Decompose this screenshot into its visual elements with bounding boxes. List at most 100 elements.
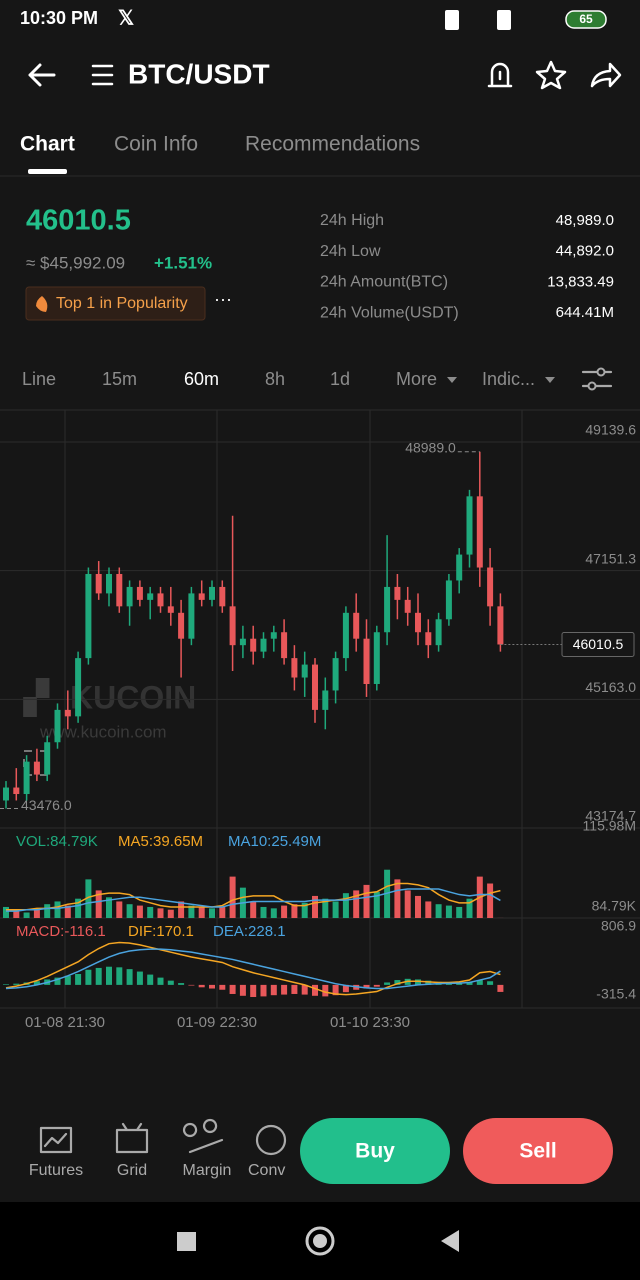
candle-body xyxy=(394,586,401,600)
sell-button[interactable] xyxy=(463,1118,613,1184)
volume-bar xyxy=(75,898,82,918)
menu-button[interactable] xyxy=(91,64,114,86)
volume-bar xyxy=(198,906,205,918)
margin-icon[interactable] xyxy=(182,1118,224,1154)
macd-bar xyxy=(425,980,432,985)
buy-button[interactable] xyxy=(300,1118,450,1184)
macd-bar xyxy=(415,979,421,985)
volume-bar xyxy=(456,906,463,918)
macd-bar xyxy=(54,977,61,985)
stat-label: 24h Volume(USDT) xyxy=(320,304,459,321)
y-tick-label: 806.9 xyxy=(601,918,636,934)
macd-bar xyxy=(270,984,277,996)
volume-bar xyxy=(106,897,112,918)
y-tick-label: 45163.0 xyxy=(585,679,636,695)
home-button[interactable] xyxy=(305,1226,335,1256)
volume-bar xyxy=(487,883,494,918)
macd-bar xyxy=(322,984,329,997)
interval-option[interactable]: 60m xyxy=(184,369,219,389)
interval-option[interactable]: More xyxy=(396,369,437,389)
tab-indicator xyxy=(28,169,67,174)
futures-icon[interactable] xyxy=(39,1126,73,1154)
stat-label: 24h Low xyxy=(320,243,381,260)
interval-option[interactable]: 1d xyxy=(330,369,350,389)
tab[interactable]: Chart xyxy=(20,133,75,156)
grid-icon[interactable] xyxy=(115,1122,149,1154)
candle-body xyxy=(54,709,61,743)
popularity-badge[interactable] xyxy=(25,286,206,321)
x-tick-label: 01-09 22:30 xyxy=(177,1014,257,1031)
home-button xyxy=(313,1234,327,1248)
interval-option[interactable]: 8h xyxy=(265,369,285,389)
candle-body xyxy=(239,638,246,646)
stat-label: 24h Amount(BTC) xyxy=(320,274,448,291)
x-tick-label: 01-08 21:30 xyxy=(25,1014,105,1031)
macd-bar xyxy=(384,982,391,985)
stat-label: 24h High xyxy=(320,212,384,229)
volume-bar xyxy=(147,906,154,918)
macd-bar xyxy=(487,981,494,985)
volume-bar xyxy=(116,901,123,918)
recents-button[interactable] xyxy=(177,1232,196,1251)
nav-label[interactable]: Futures xyxy=(29,1162,83,1179)
macd-bar xyxy=(363,984,370,989)
candle-body xyxy=(497,606,504,645)
candle-body xyxy=(384,586,391,633)
alert-button[interactable] xyxy=(487,62,513,88)
interval-option[interactable]: Line xyxy=(22,369,56,389)
candle-body xyxy=(75,658,82,717)
share-button[interactable] xyxy=(590,62,622,88)
volume-bar xyxy=(219,906,226,918)
volume-bar xyxy=(44,904,51,918)
macd-bar xyxy=(147,974,154,985)
convert-icon[interactable] xyxy=(255,1124,287,1156)
volume-bar xyxy=(322,898,329,918)
macd-bar xyxy=(466,981,473,985)
macd-bar xyxy=(229,984,236,994)
badge-text: Top 1 in Popularity xyxy=(56,295,188,312)
nav-label[interactable]: Conv xyxy=(248,1162,285,1179)
volume-bar xyxy=(23,912,30,918)
macd-bar xyxy=(209,984,215,989)
last-price-box xyxy=(561,631,635,657)
candle-body xyxy=(85,573,92,659)
candle-body xyxy=(445,580,452,620)
ma10-line xyxy=(6,888,501,912)
high-label: 48989.0 xyxy=(405,439,456,455)
favorite-button[interactable] xyxy=(535,60,567,90)
volume-bar xyxy=(353,890,360,918)
volume-bar xyxy=(188,905,195,918)
volume-bar xyxy=(404,890,411,918)
back-button[interactable] xyxy=(28,63,56,87)
candle-body xyxy=(219,586,226,607)
candle-body xyxy=(167,606,174,613)
plot: 43174.7 45163.0 47151.3 49139.6 01-08 21:30 0… xyxy=(0,422,640,1031)
nav-label[interactable]: Grid xyxy=(117,1162,147,1179)
stats: 24h High 48,989.0 24h Low 44,892.0 24h Amoun… xyxy=(320,212,614,321)
interval-option[interactable]: 15m xyxy=(102,369,137,389)
macd-bar xyxy=(126,969,133,985)
more-dots[interactable]: ··· xyxy=(214,289,232,309)
tab[interactable]: Recommendations xyxy=(245,133,420,156)
volume-bar xyxy=(373,891,380,918)
candle-body xyxy=(353,612,360,639)
low-label: 43476.0 xyxy=(21,797,72,813)
interval-option[interactable]: Indic... xyxy=(482,369,535,389)
candle-body xyxy=(476,496,483,568)
x-icon: 𝕏 xyxy=(118,7,134,29)
tab[interactable]: Coin Info xyxy=(114,133,198,156)
macd-bar xyxy=(3,984,9,985)
volume-bar xyxy=(85,879,92,918)
macd-bar xyxy=(219,984,226,990)
y-tick-label: 43174.7 xyxy=(585,808,636,824)
back-nav-button[interactable] xyxy=(441,1230,459,1252)
dea-line xyxy=(5,948,501,990)
volume-bar xyxy=(312,895,318,918)
nav-label[interactable]: Margin xyxy=(183,1162,232,1179)
price-change: +1.51% xyxy=(154,253,212,272)
candle-body xyxy=(342,612,349,659)
interval-bar: Line 15m 60m 8h 1d More Indic... xyxy=(22,369,535,389)
